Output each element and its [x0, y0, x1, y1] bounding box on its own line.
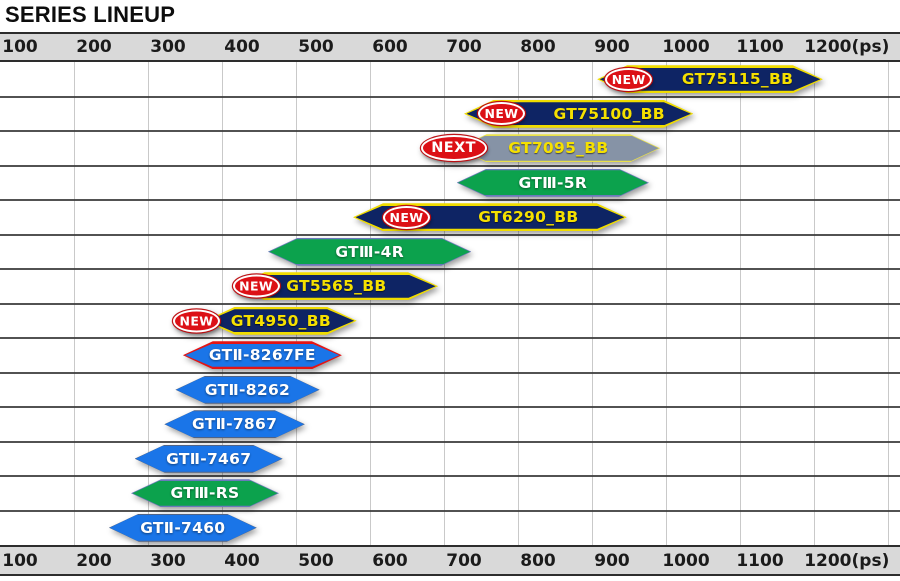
axis-tick-label: 500 [298, 550, 334, 571]
banner-shape [268, 238, 472, 266]
axis-tick-label: 200 [76, 550, 112, 571]
axis-tick-label: 400 [224, 550, 260, 571]
axis-tick-label: 1000 [662, 550, 710, 571]
plot-area: NEW GT75115_BB NEW GT75100_BB GT7095_BB NEXT G… [0, 62, 900, 545]
axis-tick-label: 300 [150, 37, 186, 57]
new-badge: NEW [173, 309, 220, 333]
banner-shape [135, 445, 283, 473]
banner-label: GTⅡ-8262 [204, 380, 291, 399]
banner-GTⅢ-4R: GTⅢ-4R [268, 238, 472, 266]
new-badge: NEW [605, 67, 653, 91]
banner-GTⅡ-8262: GTⅡ-8262 [175, 376, 319, 404]
row-divider [0, 268, 900, 270]
banner-label: GTⅢ-RS [170, 484, 240, 503]
banner-fill [458, 136, 659, 161]
axis-tick-label: 1100 [736, 37, 784, 57]
new-badge: NEW [478, 102, 525, 126]
axis-tick-label: 1100 [736, 550, 784, 571]
axis-tick-label: 600 [372, 37, 408, 57]
page-title: SERIES LINEUP [5, 2, 176, 27]
banner-fill [185, 344, 339, 367]
banner-shape [109, 514, 257, 542]
top-axis: 100 200 300 400 500 600 700 800 900 1000 1100 1200(… [0, 32, 900, 62]
banner-GTⅢ-RS: GTⅢ-RS [131, 479, 279, 507]
row-divider [0, 475, 900, 477]
banner-fill [237, 275, 436, 298]
banner-fill [458, 170, 647, 195]
banner-label: GT6290_BB [478, 208, 579, 227]
row-divider [0, 406, 900, 408]
banner-GT75115_BB: NEW GT75115_BB [597, 65, 823, 93]
axis-tick-label: 700 [446, 550, 482, 571]
banner-GTⅡ-7867: GTⅡ-7867 [164, 410, 305, 438]
banner-fill [208, 309, 355, 332]
banner-label: GTⅢ-5R [518, 173, 588, 192]
axis-tick-label: 100 [2, 37, 38, 57]
banner-shape [175, 376, 319, 404]
banner-shape [131, 479, 279, 507]
banner-label: GTⅡ-7467 [166, 449, 252, 468]
banner-label: GT5565_BB [286, 277, 387, 296]
row-divider [0, 164, 900, 167]
axis-tick-label: 400 [224, 37, 260, 57]
axis-tick-label: 700 [446, 37, 482, 57]
banner-fill [165, 411, 304, 437]
banner-label: GT75115_BB [681, 70, 794, 89]
banner-label: GT4950_BB [230, 311, 331, 330]
axis-tick-label: 100 [2, 550, 38, 571]
banner-label: GT75100_BB [553, 104, 665, 123]
row-divider [0, 130, 900, 132]
banner-shape [183, 341, 342, 369]
axis-tick-label: 1000 [662, 37, 710, 57]
new-badge: NEW [232, 274, 280, 298]
banner-shape [205, 307, 357, 335]
axis-tick-label: 800 [520, 37, 556, 57]
banner-shape [164, 410, 305, 438]
banner-shape [457, 169, 649, 197]
banner-GTⅡ-7467: GTⅡ-7467 [135, 445, 283, 473]
axis-tick-label: 200 [76, 37, 112, 57]
banner-fill [176, 377, 318, 403]
axis-tick-label: 1200(ps) [804, 550, 890, 571]
axis-tick-label: 600 [372, 550, 408, 571]
row-divider [0, 509, 900, 512]
banner-GT6290_BB: NEW GT6290_BB [353, 203, 627, 231]
banner-GTⅡ-7460: GTⅡ-7460 [109, 514, 257, 542]
axis-tick-label: 800 [520, 550, 556, 571]
axis-tick-label: 900 [594, 37, 630, 57]
new-badge: NEW [383, 205, 430, 229]
banner-shape [457, 134, 661, 162]
axis-tick-label: 500 [298, 37, 334, 57]
row-divider [0, 371, 900, 374]
banner-GT75100_BB: NEW GT75100_BB [464, 100, 693, 128]
banner-label: GTⅡ-7460 [140, 518, 226, 537]
banner-label: GT7095_BB [508, 139, 609, 158]
next-badge: NEXT [420, 135, 487, 162]
banner-GTⅢ-5R: GTⅢ-5R [457, 169, 649, 197]
row-divider [0, 199, 900, 201]
banner-GT7095_BB: GT7095_BB NEXT [420, 134, 661, 162]
bottom-axis: 100 200 300 400 500 600 700 800 900 1000 1100 1200(… [0, 545, 900, 576]
banner-label: GTⅡ-8267FE [208, 346, 316, 365]
banner-GT5565_BB: GT5565_BB NEW [232, 272, 439, 300]
axis-tick-label: 1200(ps) [804, 37, 890, 57]
axis-tick-label: 900 [594, 550, 630, 571]
row-divider [0, 95, 900, 98]
banner-fill [136, 446, 282, 472]
row-divider [0, 337, 900, 339]
banner-fill [110, 515, 256, 541]
banner-GTⅡ-8267FE: GTⅡ-8267FE [183, 341, 342, 369]
banner-GT4950_BB: GT4950_BB NEW [173, 307, 357, 335]
banner-label: GTⅡ-7867 [191, 415, 278, 434]
banner-label: GTⅢ-4R [335, 242, 404, 261]
row-divider [0, 302, 900, 305]
row-divider [0, 233, 900, 236]
banner-fill [600, 68, 821, 91]
banner-fill [133, 481, 278, 506]
axis-tick-label: 300 [150, 550, 186, 571]
row-divider [0, 440, 900, 443]
banner-fill [269, 239, 470, 264]
